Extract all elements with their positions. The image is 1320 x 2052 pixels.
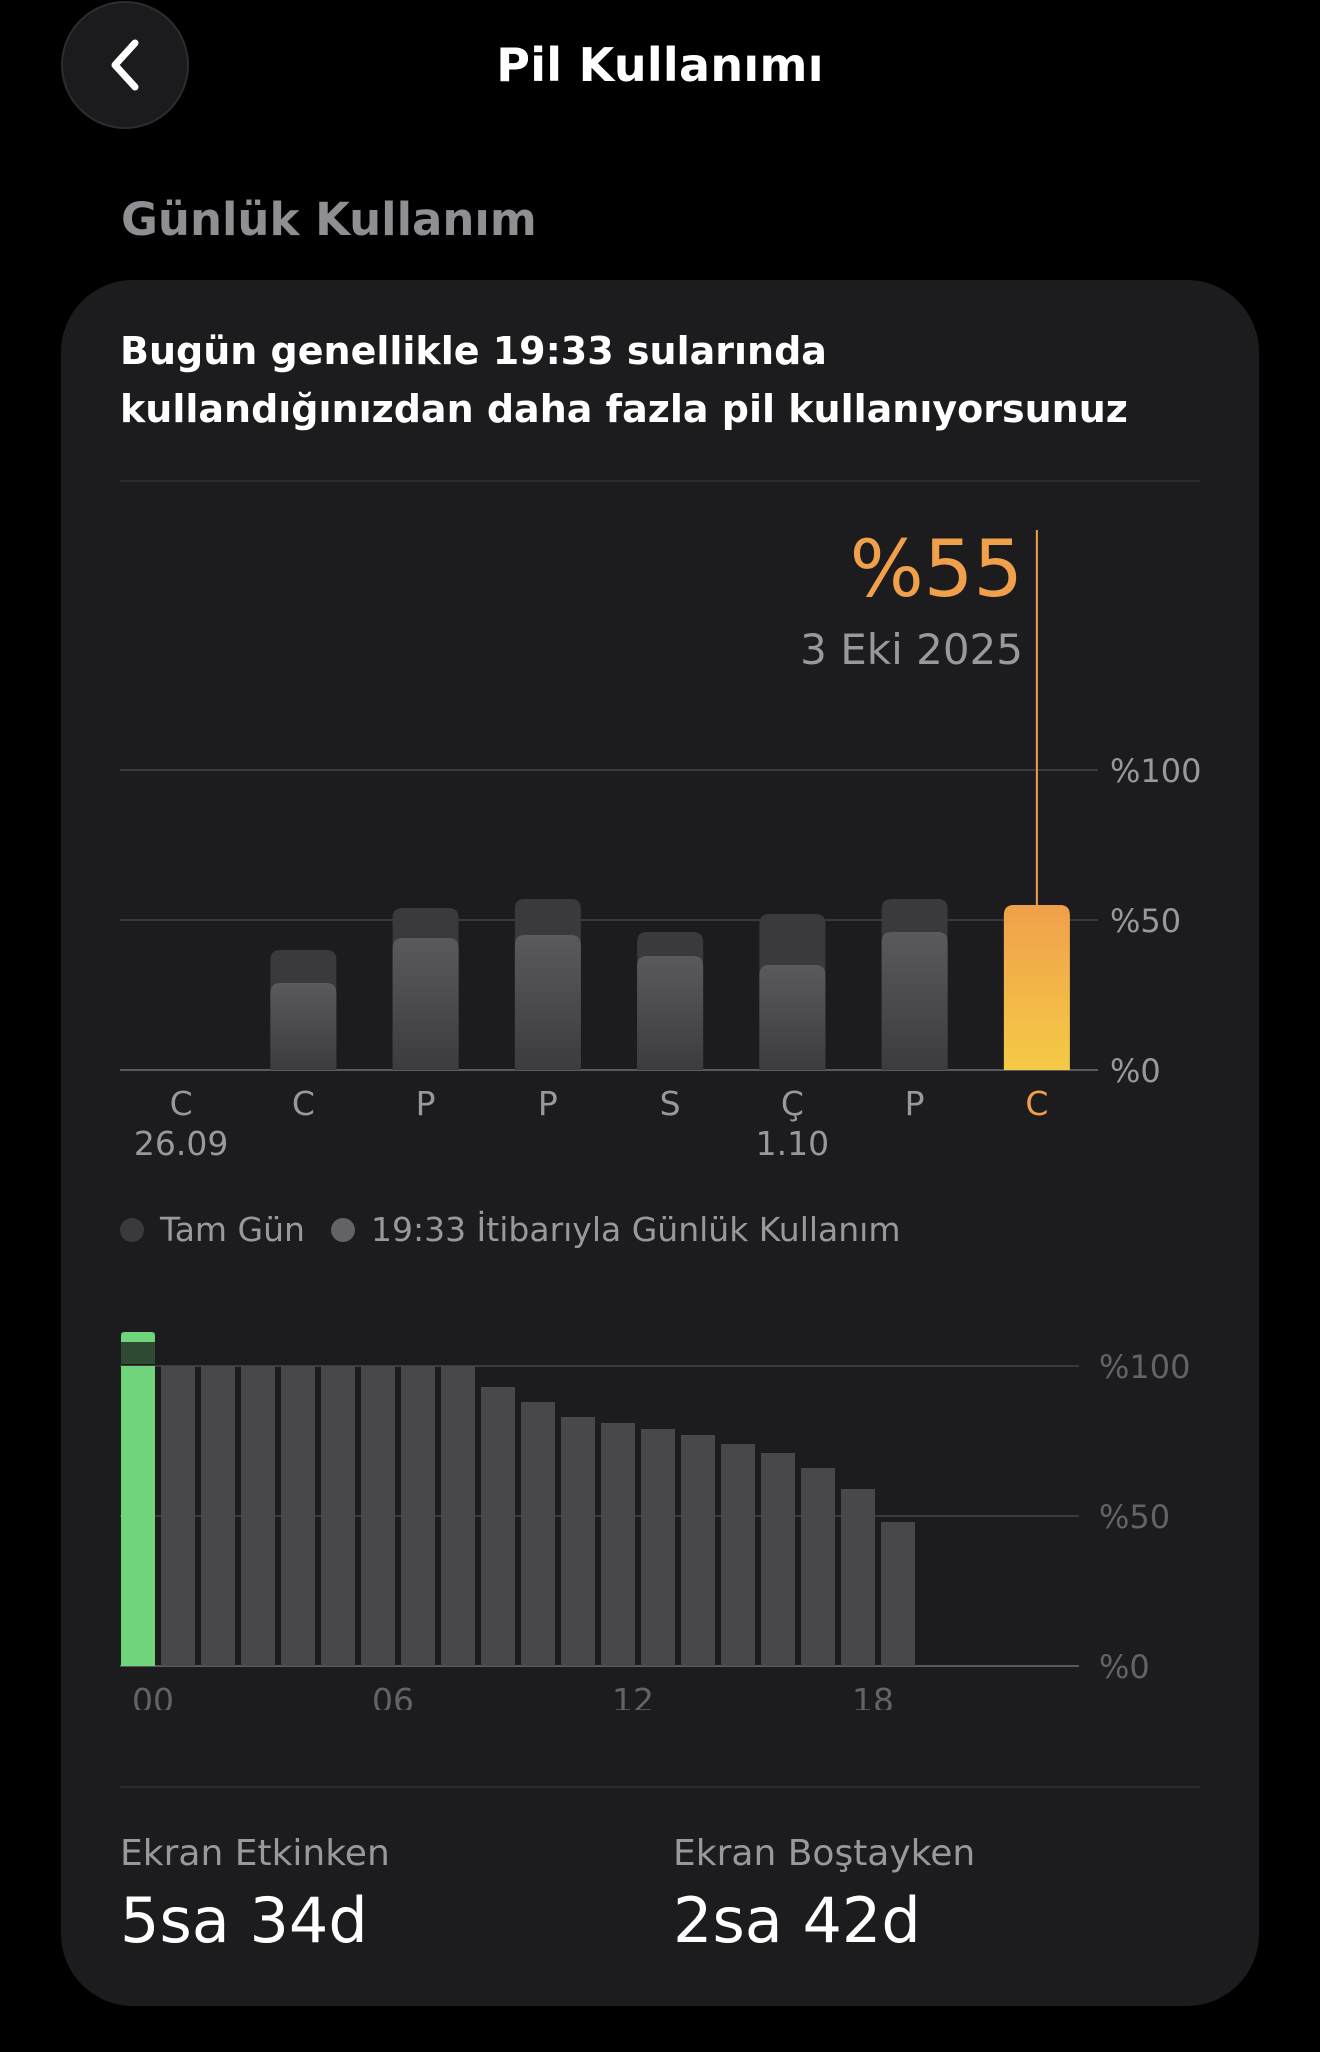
usage-headline: Bugün genellikle 19:33 sularında kulland… — [120, 329, 1128, 431]
legend-dot-icon — [330, 1217, 355, 1242]
bar-battery-level — [721, 1444, 755, 1666]
bar-charging — [121, 1366, 155, 1666]
selected-date: 3 Eki 2025 — [800, 625, 1023, 674]
bar-battery-level — [441, 1366, 475, 1666]
x-tick-label: 12 — [612, 1681, 654, 1710]
y-tick-label: %0 — [1099, 1648, 1150, 1686]
stat-screen-active: Ekran Etkinken 5sa 34d — [120, 1833, 390, 1957]
x-tick-sublabel: 26.09 — [134, 1124, 228, 1163]
stat-screen-idle: Ekran Boştayken 2sa 42d — [673, 1833, 975, 1957]
bar-battery-level — [321, 1366, 355, 1666]
y-tick-label: %0 — [1110, 1052, 1161, 1090]
selected-value: %55 — [849, 525, 1023, 615]
y-tick-label: %50 — [1099, 1498, 1170, 1536]
bar-battery-level — [401, 1366, 435, 1666]
x-tick-label: 06 — [372, 1681, 414, 1710]
stat-label: Ekran Boştayken — [673, 1833, 976, 1874]
x-tick-label: 00 — [132, 1681, 174, 1710]
bar-battery-level — [841, 1489, 875, 1666]
bar-battery-level — [641, 1429, 675, 1666]
legend-item-usage-so-far: 19:33 İtibarıyla Günlük Kullanım — [330, 1210, 901, 1249]
x-tick-label: P — [538, 1084, 558, 1123]
divider — [120, 1786, 1200, 1788]
bar-battery-level — [881, 1522, 915, 1666]
x-tick-sublabel: 1.10 — [756, 1124, 829, 1163]
bar-battery-level — [481, 1387, 515, 1666]
x-tick-label: Ç — [781, 1084, 804, 1123]
bar-usage — [514, 935, 581, 1070]
stat-value: 2sa 42d — [673, 1884, 921, 1957]
bar-usage — [759, 965, 826, 1070]
bar-usage — [270, 983, 337, 1070]
bar-battery-level — [801, 1468, 835, 1666]
bar-battery-level — [561, 1417, 595, 1666]
chevron-left-icon — [111, 39, 139, 91]
x-tick-label: C — [170, 1084, 193, 1123]
x-tick-label: P — [905, 1084, 925, 1123]
y-tick-label: %100 — [1099, 1348, 1190, 1386]
bar-overflow-cap — [121, 1332, 155, 1342]
bar-battery-level — [281, 1366, 315, 1666]
bar-selected — [1003, 905, 1070, 1070]
bar-battery-level — [601, 1423, 635, 1666]
bar-usage — [637, 956, 704, 1070]
y-tick-label: %100 — [1110, 752, 1201, 790]
x-tick-label: S — [660, 1084, 681, 1123]
bar-battery-level — [241, 1366, 275, 1666]
x-tick-label: C — [1025, 1084, 1048, 1123]
y-tick-label: %50 — [1110, 902, 1181, 940]
bar-battery-level — [361, 1366, 395, 1666]
divider — [120, 480, 1200, 482]
stat-value: 5sa 34d — [120, 1884, 368, 1957]
section-title: Günlük Kullanım — [121, 193, 537, 246]
battery-level-chart[interactable]: %100 %50 %0 00 06 12 18 — [61, 1280, 1259, 1710]
page-title: Pil Kullanımı — [496, 38, 824, 92]
x-tick-label: C — [292, 1084, 315, 1123]
bar-battery-level — [681, 1435, 715, 1666]
bar-battery-level — [521, 1402, 555, 1666]
x-tick-label: P — [416, 1084, 436, 1123]
bar-usage — [881, 932, 948, 1070]
battery-usage-card: Bugün genellikle 19:33 sularında kulland… — [61, 280, 1259, 2006]
chart-legend: Tam Gün 19:33 İtibarıyla Günlük Kullanım — [120, 1210, 927, 1249]
bar-battery-level — [201, 1366, 235, 1666]
stat-label: Ekran Etkinken — [120, 1833, 390, 1874]
x-tick-label: 18 — [852, 1681, 894, 1710]
bar-battery-level — [761, 1453, 795, 1666]
bar-battery-level — [161, 1366, 195, 1666]
legend-dot-icon — [120, 1217, 144, 1242]
legend-label: 19:33 İtibarıyla Günlük Kullanım — [370, 1210, 901, 1249]
bar-usage — [392, 938, 459, 1070]
legend-item-full-day: Tam Gün — [120, 1210, 305, 1249]
back-button[interactable] — [61, 1, 189, 129]
legend-label: Tam Gün — [160, 1210, 305, 1249]
